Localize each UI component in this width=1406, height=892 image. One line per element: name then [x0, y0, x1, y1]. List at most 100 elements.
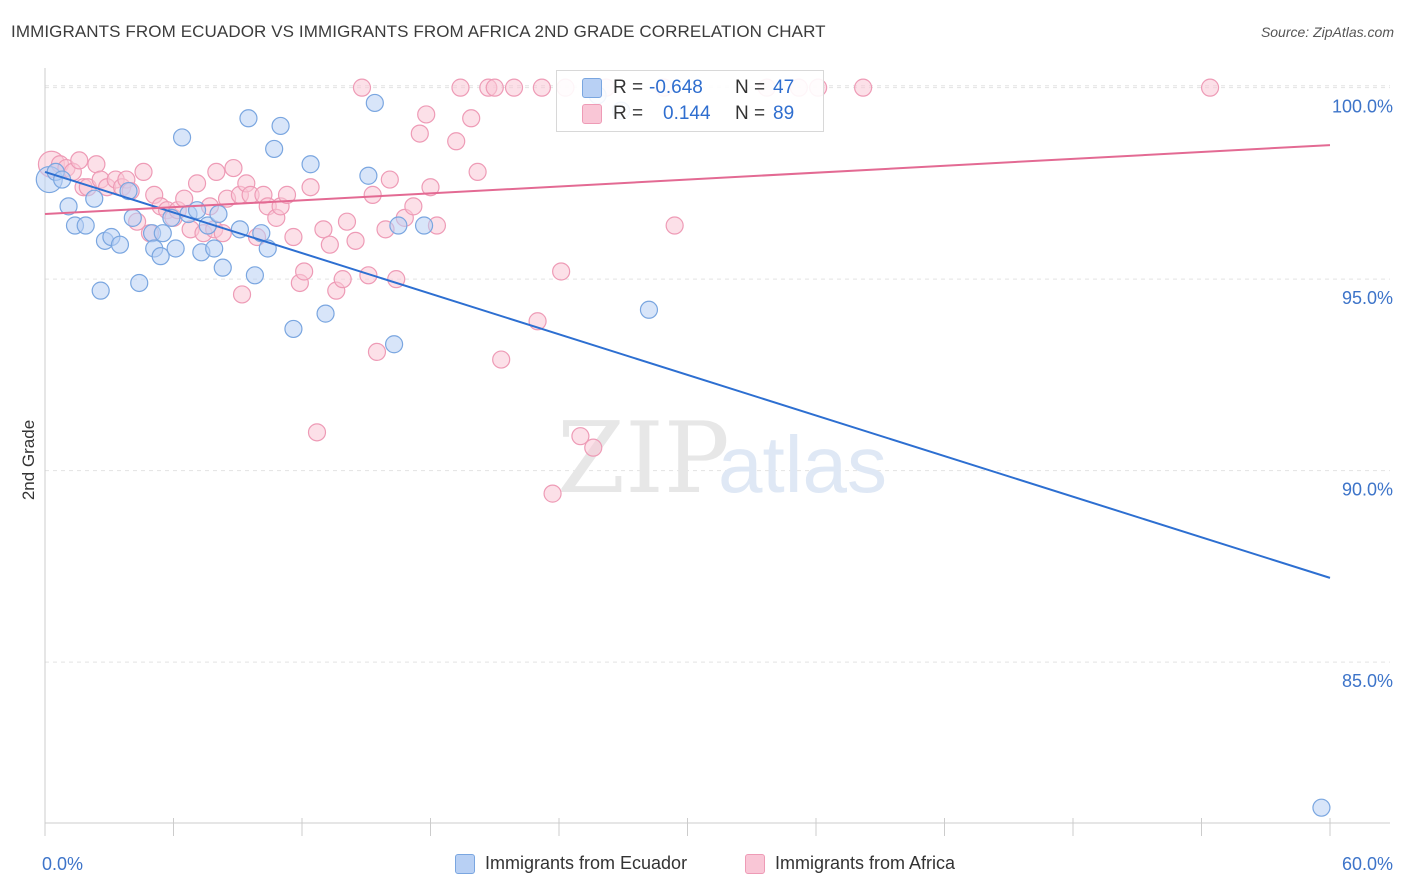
africa-point: [363, 185, 382, 204]
ecuador-point: [245, 266, 264, 285]
africa-point: [337, 212, 357, 231]
x-tick-label-min: 0.0%: [42, 854, 83, 874]
ecuador-point: [153, 224, 172, 243]
africa-point: [468, 162, 487, 181]
series-legend: Immigrants from Ecuador Immigrants from …: [0, 850, 1406, 880]
africa-point: [295, 262, 314, 281]
africa-point: [224, 158, 243, 178]
ecuador-point: [639, 300, 659, 319]
africa-point: [380, 170, 399, 189]
africa-point: [1200, 78, 1220, 97]
y-axis-label: 2nd Grade: [19, 420, 38, 500]
ecuador-point: [239, 109, 258, 128]
watermark-zip: ZIP: [557, 402, 730, 516]
chart-title: IMMIGRANTS FROM ECUADOR VS IMMIGRANTS FR…: [11, 22, 826, 41]
trend-lines: [44, 144, 1331, 579]
africa-point: [485, 78, 504, 97]
africa-point: [532, 78, 551, 97]
axes: [44, 68, 1390, 836]
africa-n-value: 89: [773, 103, 795, 124]
africa-point: [417, 105, 436, 124]
ecuador-point: [205, 239, 224, 258]
africa-point: [134, 162, 153, 181]
ecuador-point: [316, 304, 335, 323]
ecuador-point: [301, 155, 320, 174]
africa-point: [314, 220, 333, 239]
africa-point: [492, 350, 511, 369]
ecuador-point: [209, 204, 228, 224]
ecuador-n-value: 47: [773, 77, 795, 98]
ecuador-point: [59, 197, 78, 216]
africa-point: [277, 185, 297, 204]
ecuador-point: [389, 216, 408, 235]
y-tick-label: 95.0%: [1342, 288, 1393, 308]
ecuador-point: [252, 224, 271, 243]
legend-item-ecuador[interactable]: Immigrants from Ecuador: [455, 853, 687, 874]
africa-point: [854, 78, 873, 97]
africa-point: [352, 78, 372, 97]
source-credit: Source: ZipAtlas.com: [1260, 24, 1394, 40]
ecuador-n-label: N =: [735, 77, 766, 98]
legend-ecuador-swatch: [455, 853, 475, 874]
africa-point: [543, 484, 562, 503]
ecuador-trend-line: [44, 170, 1331, 579]
africa-point: [232, 285, 252, 304]
ecuador-point: [213, 258, 232, 277]
ecuador-point: [76, 216, 95, 235]
africa-point: [410, 124, 429, 143]
africa-swatch: [582, 104, 602, 124]
ecuador-point: [414, 216, 434, 235]
y-tick-label: 90.0%: [1342, 480, 1393, 500]
ecuador-point: [271, 116, 290, 136]
legend-africa-label: Immigrants from Africa: [775, 853, 956, 873]
ecuador-point: [284, 319, 303, 339]
africa-point: [207, 162, 226, 181]
africa-point: [404, 197, 423, 216]
watermark-atlas: atlas: [718, 420, 887, 509]
ecuador-point: [119, 181, 138, 201]
africa-point: [346, 231, 365, 250]
africa-point: [584, 438, 603, 457]
watermark: ZIP atlas: [557, 402, 887, 516]
ecuador-point: [265, 139, 284, 159]
africa-point: [359, 266, 378, 285]
ecuador-point: [123, 208, 142, 227]
ecuador-swatch: [582, 78, 602, 98]
legend-ecuador-label: Immigrants from Ecuador: [485, 853, 688, 873]
africa-point: [307, 423, 327, 442]
africa-point: [87, 155, 106, 174]
africa-r-value: 0.144: [663, 103, 711, 124]
africa-point: [504, 78, 524, 97]
africa-point: [665, 216, 684, 235]
y-tick-label: 100.0%: [1332, 97, 1393, 117]
ecuador-point: [151, 247, 170, 266]
ecuador-point: [110, 235, 130, 254]
africa-r-label: R =: [613, 103, 644, 124]
ecuador-point: [85, 189, 104, 208]
ecuador-point: [91, 281, 110, 300]
legend-item-africa[interactable]: Immigrants from Africa: [745, 853, 955, 874]
africa-point: [447, 132, 466, 151]
africa-point: [552, 262, 571, 281]
stats-legend: R = -0.648 N = 47 R = 0.144 N = 89: [556, 70, 824, 132]
ecuador-r-value: -0.648: [649, 77, 703, 98]
legend-africa-swatch: [745, 853, 765, 874]
africa-point: [187, 174, 207, 193]
ecuador-point: [384, 335, 404, 354]
africa-point: [421, 178, 440, 197]
africa-point: [451, 78, 470, 97]
ecuador-point: [365, 93, 384, 113]
africa-point: [70, 151, 89, 170]
africa-point: [284, 227, 303, 247]
ecuador-r-label: R =: [613, 77, 644, 98]
tick-labels: 100.0% 95.0% 90.0% 85.0% 0.0% 60.0%: [42, 97, 1393, 874]
ecuador-point: [359, 166, 378, 185]
africa-point: [571, 427, 590, 446]
ecuador-point: [172, 128, 192, 147]
africa-n-label: N =: [735, 103, 766, 124]
ecuador-point: [230, 220, 249, 239]
africa-point: [333, 270, 352, 289]
africa-point: [462, 109, 481, 128]
ecuador-point: [166, 239, 185, 258]
